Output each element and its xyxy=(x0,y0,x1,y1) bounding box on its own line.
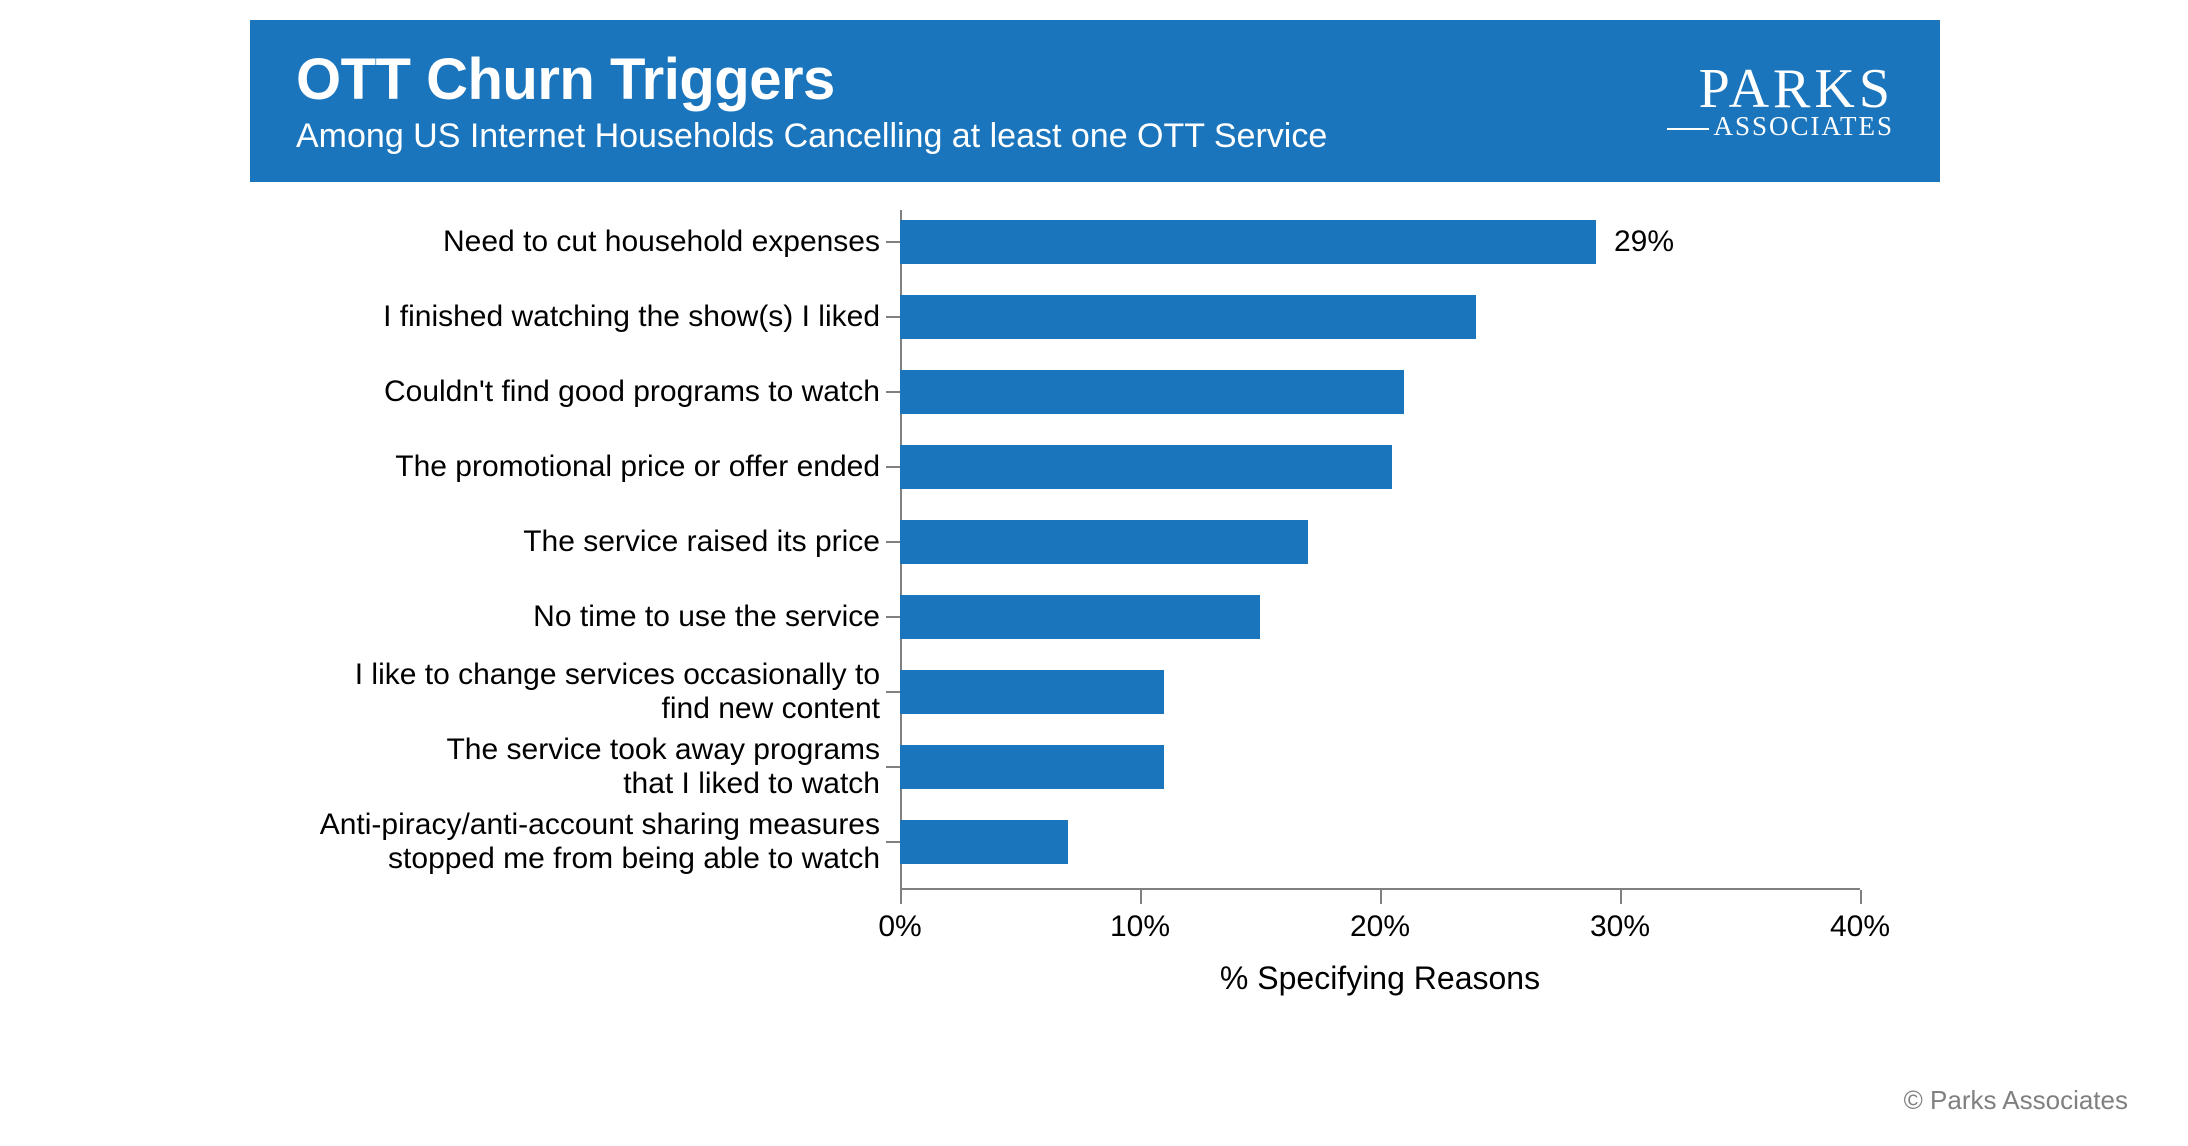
bar-row xyxy=(900,820,1068,864)
bar xyxy=(900,820,1068,864)
chart-subtitle: Among US Internet Households Cancelling … xyxy=(296,117,1327,156)
x-tick-label: 30% xyxy=(1590,910,1650,944)
bar-row xyxy=(900,520,1308,564)
category-label: Anti-piracy/anti-account sharing measure… xyxy=(260,808,880,877)
category-label: I like to change services occasionally t… xyxy=(260,658,880,727)
x-tick xyxy=(900,890,902,904)
bar xyxy=(900,445,1392,489)
bar xyxy=(900,670,1164,714)
y-tick xyxy=(886,391,900,393)
bar xyxy=(900,220,1596,264)
y-tick xyxy=(886,316,900,318)
x-tick xyxy=(1380,890,1382,904)
chart-plot: % Specifying Reasons 0%10%20%30%40%Need … xyxy=(900,210,1860,890)
x-tick-label: 10% xyxy=(1110,910,1170,944)
y-tick xyxy=(886,466,900,468)
bar xyxy=(900,370,1404,414)
x-tick xyxy=(1620,890,1622,904)
y-tick xyxy=(886,841,900,843)
category-label: The service took away programsthat I lik… xyxy=(260,733,880,802)
category-label: No time to use the service xyxy=(260,600,880,635)
x-tick xyxy=(1860,890,1862,904)
bar-row xyxy=(900,670,1164,714)
x-tick-label: 40% xyxy=(1830,910,1890,944)
chart-title: OTT Churn Triggers xyxy=(296,46,1327,113)
logo-text-bottom: ASSOCIATES xyxy=(1667,114,1894,138)
x-axis-title: % Specifying Reasons xyxy=(1220,960,1540,997)
category-label: I finished watching the show(s) I liked xyxy=(260,300,880,335)
copyright-text: © Parks Associates xyxy=(1904,1085,2128,1116)
category-label: The promotional price or offer ended xyxy=(260,450,880,485)
bar-row xyxy=(900,745,1164,789)
parks-associates-logo: PARKS ASSOCIATES xyxy=(1667,64,1894,139)
y-tick xyxy=(886,766,900,768)
bar xyxy=(900,520,1308,564)
x-tick-label: 0% xyxy=(878,910,921,944)
bar xyxy=(900,595,1260,639)
logo-text-top: PARKS xyxy=(1667,64,1894,114)
bar xyxy=(900,295,1476,339)
category-label: The service raised its price xyxy=(260,525,880,560)
category-label: Couldn't find good programs to watch xyxy=(260,375,880,410)
bar-row xyxy=(900,370,1404,414)
y-tick xyxy=(886,241,900,243)
y-tick xyxy=(886,691,900,693)
bar-row xyxy=(900,595,1260,639)
bar-row: 29% xyxy=(900,220,1674,264)
bar-value-label: 29% xyxy=(1614,225,1674,259)
x-tick-label: 20% xyxy=(1350,910,1410,944)
bar-row xyxy=(900,295,1476,339)
category-label: Need to cut household expenses xyxy=(260,225,880,260)
header-text-block: OTT Churn Triggers Among US Internet Hou… xyxy=(296,46,1327,156)
x-tick xyxy=(1140,890,1142,904)
bar xyxy=(900,745,1164,789)
y-tick xyxy=(886,541,900,543)
header-banner: OTT Churn Triggers Among US Internet Hou… xyxy=(250,20,1940,182)
y-tick xyxy=(886,616,900,618)
bar-row xyxy=(900,445,1392,489)
chart-area: % Specifying Reasons 0%10%20%30%40%Need … xyxy=(260,210,1960,990)
